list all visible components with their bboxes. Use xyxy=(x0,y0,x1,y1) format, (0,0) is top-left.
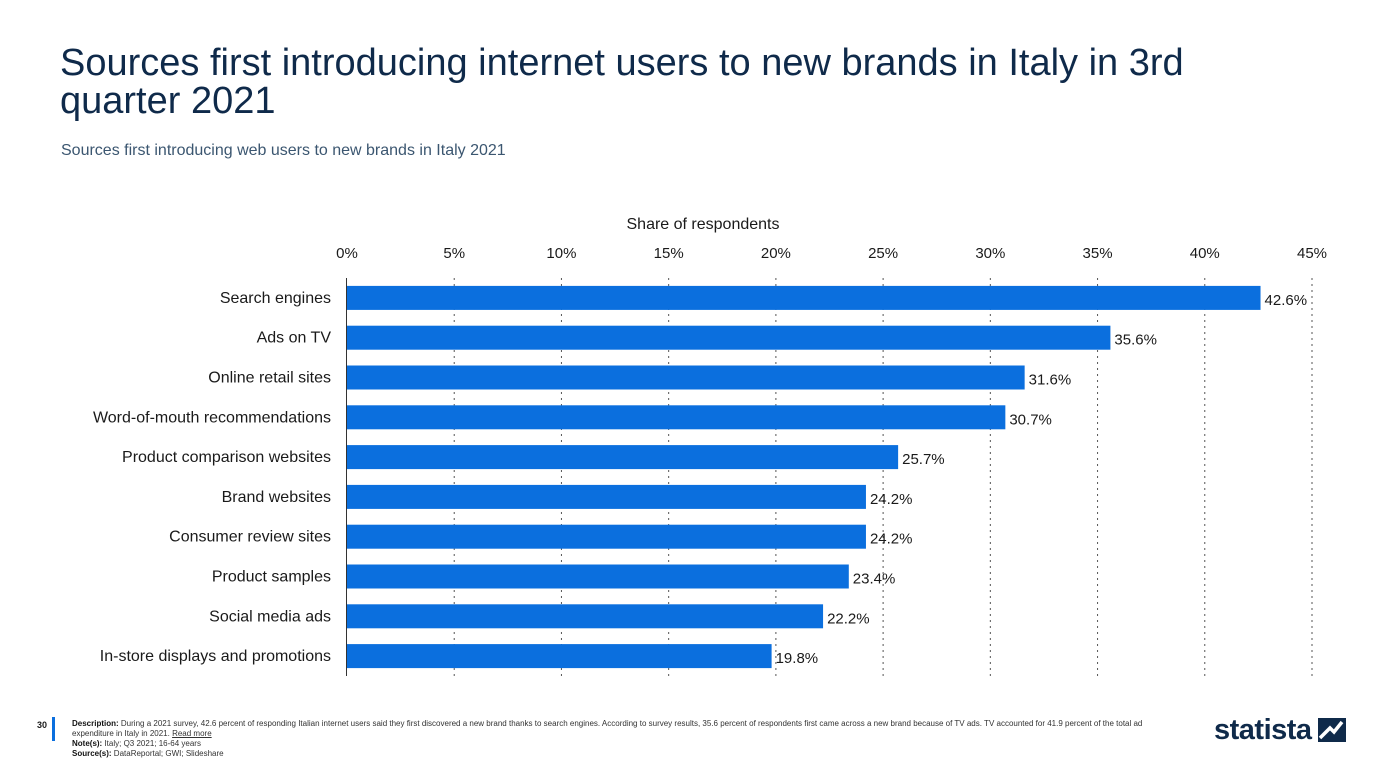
bar xyxy=(347,564,849,589)
bar xyxy=(347,445,899,470)
x-tick-label: 45% xyxy=(1297,245,1327,262)
value-label: 31.6% xyxy=(1029,372,1072,389)
value-label: 25.7% xyxy=(902,451,945,468)
statista-logo-icon xyxy=(1317,718,1346,742)
x-tick-label: 40% xyxy=(1190,245,1220,262)
notes-line: Note(s): Italy; Q3 2021; 16-64 years xyxy=(72,739,1152,749)
value-label: 22.2% xyxy=(827,610,870,627)
description-line: Description: During a 2021 survey, 42.6 … xyxy=(72,719,1152,739)
footer-accent-bar xyxy=(52,717,55,741)
category-label: Ads on TV xyxy=(257,330,332,347)
page-number: 30 xyxy=(37,720,48,730)
notes-text: Italy; Q3 2021; 16-64 years xyxy=(104,739,201,748)
bar-chart: Share of respondents 0% 5% 10% 15% 20% 25% 30%… xyxy=(93,216,1327,676)
bar xyxy=(347,484,866,509)
read-more-link[interactable]: Read more xyxy=(172,729,212,738)
description-label: Description: xyxy=(72,719,119,728)
x-tick-label: 5% xyxy=(443,245,465,262)
bars xyxy=(347,285,1261,669)
x-tick-label: 15% xyxy=(654,245,684,262)
category-label: Online retail sites xyxy=(208,370,331,387)
x-tick-label: 30% xyxy=(975,245,1005,262)
description-text: During a 2021 survey, 42.6 percent of re… xyxy=(72,719,1143,738)
category-label: Consumer review sites xyxy=(169,529,331,546)
bar xyxy=(347,644,772,669)
value-label: 42.6% xyxy=(1265,292,1308,309)
value-label: 23.4% xyxy=(853,571,896,588)
category-labels: Search engines Ads on TV Online retail sit… xyxy=(93,290,331,665)
x-tick-label: 20% xyxy=(761,245,791,262)
value-label: 35.6% xyxy=(1114,332,1157,349)
bar xyxy=(347,405,1006,430)
x-axis-label: Share of respondents xyxy=(627,216,780,233)
chart-title: Sources first introducing internet users… xyxy=(60,42,1184,122)
footer-notes: Description: During a 2021 survey, 42.6 … xyxy=(72,719,1152,759)
statista-logo[interactable]: statista xyxy=(1214,712,1346,748)
x-tick-labels: 0% 5% 10% 15% 20% 25% 30% 35% 40% 45% xyxy=(336,245,1327,262)
value-label: 24.2% xyxy=(870,491,913,508)
x-tick-label: 0% xyxy=(336,245,358,262)
bar xyxy=(347,604,824,629)
bar xyxy=(347,524,866,549)
category-label: Product comparison websites xyxy=(122,449,331,466)
chart-subtitle: Sources first introducing web users to n… xyxy=(61,142,506,159)
sources-line: Source(s): DataReportal; GWI; Slideshare xyxy=(72,749,1152,759)
x-tick-label: 35% xyxy=(1083,245,1113,262)
bar xyxy=(347,365,1025,390)
value-label: 30.7% xyxy=(1009,411,1052,428)
category-label: Word-of-mouth recommendations xyxy=(93,409,331,426)
sources-label: Source(s): xyxy=(72,749,112,758)
notes-label: Note(s): xyxy=(72,739,103,748)
category-label: Product samples xyxy=(212,569,331,586)
bar xyxy=(347,285,1261,310)
category-label: In-store displays and promotions xyxy=(100,648,331,665)
category-label: Social media ads xyxy=(209,608,331,625)
logo-wordmark: statista xyxy=(1214,713,1312,746)
bar xyxy=(347,325,1111,350)
category-label: Search engines xyxy=(220,290,331,307)
value-label: 19.8% xyxy=(776,650,819,667)
category-label: Brand websites xyxy=(222,489,331,506)
sources-text: DataReportal; GWI; Slideshare xyxy=(113,749,224,758)
x-tick-label: 10% xyxy=(546,245,576,262)
footer: 30 Description: During a 2021 survey, 42… xyxy=(0,712,1400,783)
x-tick-label: 25% xyxy=(868,245,898,262)
value-labels: 42.6% 35.6% 31.6% 30.7% 25.7% 24.2% 24.2% 23.4%… xyxy=(776,292,1307,667)
value-label: 24.2% xyxy=(870,531,913,548)
